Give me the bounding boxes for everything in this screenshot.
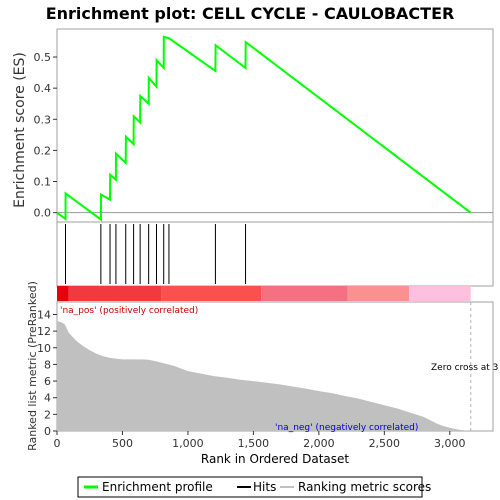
band-segment <box>261 286 348 301</box>
x-tick-label: 2,000 <box>303 437 335 450</box>
x-tick-label: 2,500 <box>369 437 401 450</box>
x-tick-label: 1,500 <box>238 437 270 450</box>
metric-y-tick-label: 0 <box>44 425 51 438</box>
es-y-tick-label: 0.3 <box>34 113 52 126</box>
es-y-tick-label: 0.2 <box>34 144 52 157</box>
band-segment <box>68 286 162 301</box>
legend: Enrichment profile Hits Ranking metric s… <box>77 476 431 498</box>
metric-y-tick-label: 4 <box>44 392 51 405</box>
metric-y-label: Ranked list metric (PreRanked) <box>26 281 39 451</box>
band-segment <box>409 286 471 301</box>
legend-label-enrichment: Enrichment profile <box>102 480 213 494</box>
metric-y-tick-label: 14 <box>37 308 51 321</box>
ranking-color-band <box>57 286 471 301</box>
zero-cross-annotation: Zero cross at 3 <box>431 363 498 373</box>
legend-label-hits: Hits <box>253 480 276 494</box>
x-tick-label: 500 <box>112 437 133 450</box>
es-y-tick-label: 0.1 <box>34 176 52 189</box>
metric-y-tick-label: 6 <box>44 375 51 388</box>
es-y-tick-label: 0.5 <box>34 51 52 64</box>
band-segment <box>57 286 69 301</box>
metric-y-tick-label: 10 <box>37 342 51 355</box>
metric-y-tick-label: 12 <box>37 325 51 338</box>
ranking-metric-area <box>57 321 471 431</box>
hits-panel <box>56 221 494 287</box>
es-y-label: Enrichment score (ES) <box>12 52 28 208</box>
x-tick-label: 0 <box>54 437 61 450</box>
metric-y-tick-label: 8 <box>44 358 51 371</box>
band-segment <box>347 286 410 301</box>
metric-y-tick-label: 2 <box>44 408 51 421</box>
legend-label-metric: Ranking metric scores <box>298 480 431 494</box>
x-axis-label: Rank in Ordered Dataset <box>201 452 349 466</box>
es-y-tick-label: 0.4 <box>34 82 52 95</box>
hits-marks <box>65 224 247 284</box>
band-segment <box>161 286 262 301</box>
chart-title: Enrichment plot: CELL CYCLE - CAULOBACTE… <box>46 4 455 23</box>
es-y-axis: 0.0 0.1 0.2 0.3 0.4 0.5 <box>34 51 57 220</box>
es-y-tick-label: 0.0 <box>34 207 52 220</box>
positive-annotation: 'na_pos' (positively correlated) <box>60 306 198 316</box>
x-tick-label: 3,000 <box>434 437 466 450</box>
metric-y-axis: 0 2 4 6 8 10 12 14 <box>37 308 57 438</box>
x-axis: 0 500 1,000 1,500 2,000 2,500 3,000 <box>54 431 466 450</box>
es-plot-area <box>56 28 494 223</box>
x-tick-label: 1,000 <box>172 437 204 450</box>
enrichment-profile-line <box>56 35 472 222</box>
negative-annotation: 'na_neg' (negatively correlated) <box>275 423 418 433</box>
